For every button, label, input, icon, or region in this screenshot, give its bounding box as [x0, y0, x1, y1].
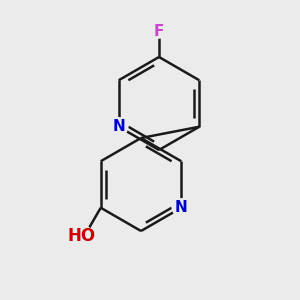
Text: HO: HO	[67, 227, 95, 245]
Text: N: N	[112, 119, 125, 134]
Circle shape	[70, 225, 93, 248]
Circle shape	[110, 118, 128, 136]
Text: F: F	[154, 24, 164, 39]
Circle shape	[172, 199, 190, 217]
Text: N: N	[175, 200, 188, 215]
Circle shape	[152, 25, 166, 38]
